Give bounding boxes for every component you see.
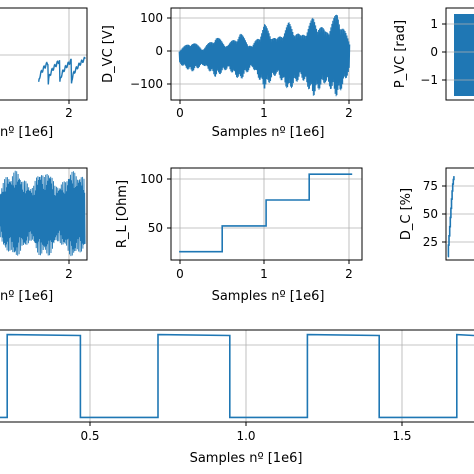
- axes-frame: [0, 167, 88, 261]
- y-tick-label: 0: [155, 44, 163, 58]
- x-tick-label: 1.5: [392, 429, 411, 443]
- x-tick-label: 0.5: [80, 429, 99, 443]
- x-tick-label: 0: [176, 267, 184, 281]
- y-tick-label: 1: [430, 17, 438, 31]
- y-tick-label: 25: [423, 235, 438, 249]
- panel-top-left: 2 nº [1e6]: [0, 7, 88, 140]
- x-tick-label: 2: [345, 267, 353, 281]
- panel-bottom: 0.5 1.0 1.5 Samples nº [1e6]: [0, 329, 474, 466]
- panel-middle-middle: 0 1 2 100 50 Samples nº [1e6] R_L [Ohm]: [115, 167, 363, 304]
- series-line: [179, 173, 353, 253]
- y-axis-label: D_C [%]: [399, 188, 414, 240]
- y-tick-label: 100: [140, 11, 163, 25]
- y-tick-label: 100: [140, 172, 163, 186]
- series-fill: [454, 14, 474, 96]
- x-tick-label: 2: [65, 106, 73, 120]
- panel-middle-right: 75 50 25 D_C [%]: [399, 167, 474, 261]
- panel-middle-left: 2 nº [1e6]: [0, 167, 88, 304]
- y-tick-label: −1: [420, 73, 438, 87]
- x-tick-label: 2: [345, 106, 353, 120]
- series-line: [0, 170, 86, 257]
- y-axis-label: P_VC [rad]: [393, 20, 408, 88]
- x-tick-label: 1.0: [236, 429, 255, 443]
- axes-frame: [445, 7, 474, 101]
- y-axis-label: D_VC [V]: [101, 25, 116, 83]
- y-tick-label: 50: [148, 221, 163, 235]
- x-tick-label: 1: [260, 267, 268, 281]
- y-tick-label: 75: [423, 179, 438, 193]
- series-line: [0, 333, 474, 419]
- axes-frame: [170, 167, 363, 261]
- y-tick-label: 0: [430, 45, 438, 59]
- x-axis-label: nº [1e6]: [0, 289, 53, 304]
- y-axis-label: R_L [Ohm]: [115, 180, 130, 248]
- series-line: [178, 14, 351, 97]
- y-tick-label: −100: [130, 77, 163, 91]
- x-axis-label: nº [1e6]: [0, 125, 53, 140]
- panel-top-right: 1 0 −1 P_VC [rad]: [393, 7, 474, 101]
- x-axis-label: Samples nº [1e6]: [212, 289, 325, 304]
- x-tick-label: 0: [176, 106, 184, 120]
- x-axis-label: Samples nº [1e6]: [190, 451, 303, 466]
- series-line: [38, 56, 86, 85]
- series-line: [447, 176, 455, 258]
- y-tick-label: 50: [423, 207, 438, 221]
- x-tick-label: 2: [65, 267, 73, 281]
- axes-frame: [0, 7, 88, 101]
- axes-frame: [170, 7, 363, 101]
- panel-top-middle: 0 1 2 100 0 −100 Samples nº [1e6] D_VC […: [101, 7, 363, 140]
- x-axis-label: Samples nº [1e6]: [212, 125, 325, 140]
- x-tick-label: 1: [260, 106, 268, 120]
